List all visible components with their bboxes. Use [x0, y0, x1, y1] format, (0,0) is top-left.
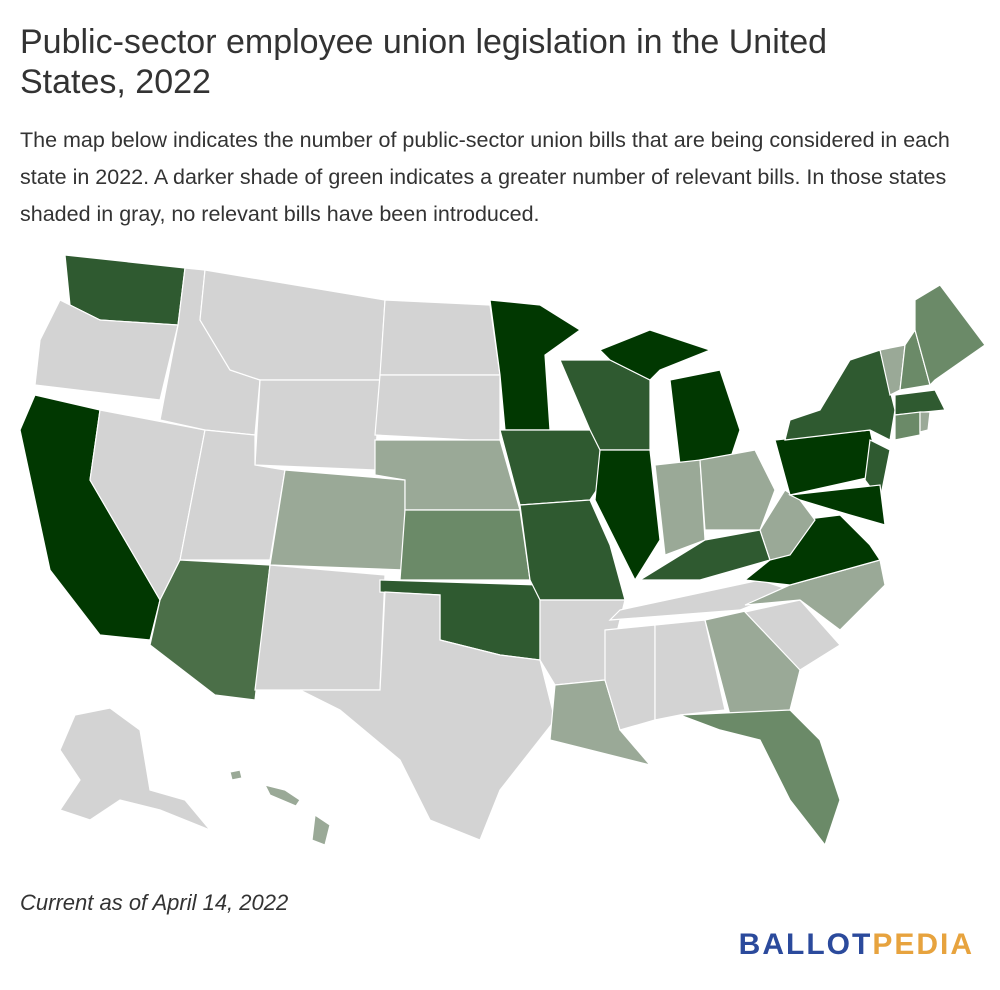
- state: [669, 369, 741, 466]
- footnote: Current as of April 14, 2022: [20, 890, 289, 915]
- state: [269, 469, 406, 571]
- state: [679, 709, 841, 847]
- state: [311, 813, 331, 846]
- state: [34, 299, 179, 401]
- state: [654, 619, 726, 721]
- logo-part: BALLOT: [738, 928, 873, 961]
- state: [199, 269, 386, 381]
- state: [489, 299, 582, 431]
- state: [784, 349, 896, 441]
- state: [704, 609, 801, 716]
- state: [59, 707, 211, 831]
- state: [894, 411, 921, 441]
- state: [914, 284, 986, 387]
- state: [374, 374, 501, 441]
- state: [254, 379, 381, 471]
- logo: BALLOTPEDIA: [739, 928, 974, 962]
- state: [229, 769, 243, 781]
- states: [19, 254, 986, 847]
- us-map: [19, 254, 986, 847]
- state: [699, 449, 776, 531]
- state: [263, 784, 301, 807]
- state: [759, 489, 816, 561]
- logo-part: PEDIA: [872, 928, 974, 961]
- description: The map below indicates the number of pu…: [20, 128, 950, 226]
- state: [499, 429, 611, 506]
- state: [919, 411, 931, 433]
- state: [399, 509, 531, 581]
- state: [894, 389, 946, 416]
- state: [299, 591, 556, 841]
- state: [787, 484, 886, 526]
- state: [594, 449, 661, 582]
- title: Public-sector employee union legislation…: [20, 23, 828, 101]
- state: [254, 564, 386, 691]
- state: [654, 459, 706, 556]
- state: [604, 624, 656, 731]
- state: [743, 599, 841, 671]
- state: [598, 329, 712, 381]
- state: [379, 299, 501, 376]
